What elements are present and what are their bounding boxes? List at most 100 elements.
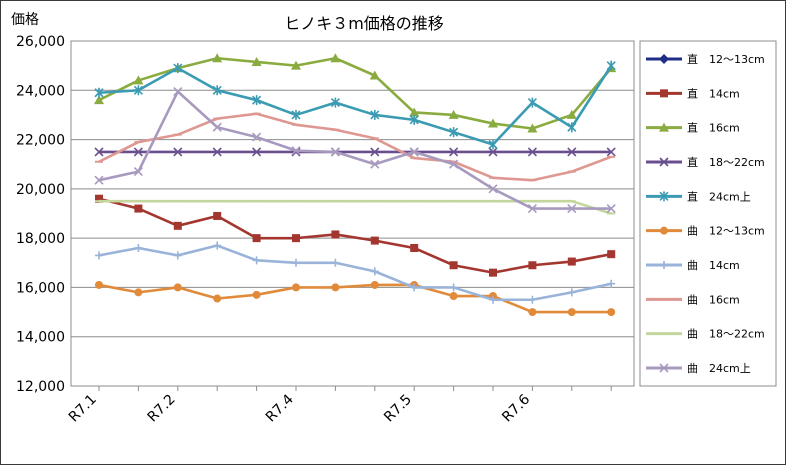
data-point — [95, 280, 103, 289]
data-point — [449, 292, 458, 301]
data-point — [370, 280, 379, 289]
data-point — [212, 122, 222, 132]
legend-item: 曲 18～22cm — [646, 328, 765, 341]
legend-marker — [659, 157, 669, 167]
data-point — [292, 283, 300, 292]
data-point — [606, 147, 616, 157]
data-point — [449, 159, 459, 169]
data-point — [528, 261, 537, 270]
data-point — [330, 53, 341, 63]
legend-label: 曲 16cm — [687, 293, 740, 306]
legend-label: 曲 14cm — [687, 259, 740, 272]
data-point — [212, 53, 223, 63]
y-tick-label: 24,000 — [16, 83, 65, 99]
data-point — [252, 290, 261, 299]
data-point — [606, 60, 616, 71]
x-axis: R7.1 R7.2 R7.4 R7.5 R7.6 — [66, 386, 612, 426]
data-point — [213, 241, 222, 250]
legend-item: 直 24cm上 — [646, 189, 751, 203]
data-point — [370, 147, 380, 157]
legend-label: 直 18～22cm — [687, 155, 765, 169]
data-point — [567, 147, 577, 157]
y-tick-label: 12,000 — [16, 379, 65, 395]
data-point — [133, 167, 143, 177]
data-point — [134, 244, 143, 252]
series-line — [99, 199, 612, 215]
data-point — [567, 308, 576, 317]
data-point — [607, 250, 616, 259]
data-point — [369, 70, 380, 80]
legend-marker — [660, 261, 668, 269]
series-line — [98, 56, 613, 130]
series-10 — [94, 86, 616, 214]
data-point — [567, 122, 577, 133]
data-point — [252, 256, 261, 265]
data-point — [213, 211, 222, 220]
data-point — [567, 204, 577, 214]
data-point — [527, 147, 537, 157]
x-tick-label: R7.6 — [499, 391, 533, 425]
data-point — [331, 258, 340, 267]
data-point — [566, 109, 577, 119]
x-tick-label: R7.1 — [66, 392, 100, 426]
data-point — [567, 257, 576, 266]
data-point — [173, 221, 182, 230]
data-point — [252, 95, 262, 106]
data-point — [291, 109, 301, 120]
data-point — [134, 204, 143, 213]
data-point — [292, 234, 300, 243]
data-point — [213, 294, 222, 303]
data-point — [133, 75, 144, 85]
data-point — [292, 258, 300, 267]
data-point — [251, 56, 262, 66]
legend-label: 曲 18～22cm — [687, 328, 765, 341]
data-point — [567, 288, 576, 297]
data-point — [173, 63, 183, 74]
y-tick-label: 20,000 — [16, 182, 65, 198]
y-tick-label: 26,000 — [16, 34, 65, 50]
data-point — [527, 204, 537, 214]
data-point — [252, 234, 261, 243]
legend-marker — [659, 54, 669, 64]
data-point — [173, 251, 182, 260]
legend-label: 直 16cm — [687, 121, 740, 135]
legend-item: 直 14cm — [646, 86, 740, 100]
chart-title: ヒノキ３m価格の推移 — [284, 14, 444, 33]
series-line — [98, 244, 612, 302]
series-8 — [95, 112, 616, 182]
data-point — [489, 268, 497, 277]
data-point — [370, 236, 379, 245]
data-point — [449, 261, 458, 270]
data-point — [331, 283, 340, 292]
data-point — [212, 147, 222, 157]
data-point — [448, 109, 459, 119]
series-line — [98, 112, 612, 182]
data-point — [488, 118, 498, 128]
data-point — [449, 147, 459, 157]
data-point — [134, 288, 143, 297]
legend-item: 曲 12～13cm — [646, 225, 765, 238]
series-line — [98, 64, 613, 146]
legend-item: 直 16cm — [646, 121, 740, 135]
series-group — [94, 53, 617, 317]
data-point — [252, 147, 262, 157]
data-point — [409, 107, 420, 117]
data-point — [528, 295, 537, 304]
series-7 — [95, 241, 616, 304]
series-2 — [95, 194, 616, 277]
x-tick-label: R7.2 — [145, 392, 179, 426]
legend-item: 曲 14cm — [646, 259, 740, 272]
data-point — [606, 204, 616, 214]
data-point — [528, 308, 537, 317]
legend-item: 直 18～22cm — [646, 155, 765, 169]
legend-item: 直 12～13cm — [646, 52, 765, 66]
y-tick-label: 14,000 — [16, 330, 65, 346]
data-point — [173, 147, 183, 157]
data-point — [94, 87, 104, 98]
data-point — [173, 283, 182, 292]
data-point — [488, 139, 498, 150]
data-point — [94, 147, 104, 157]
